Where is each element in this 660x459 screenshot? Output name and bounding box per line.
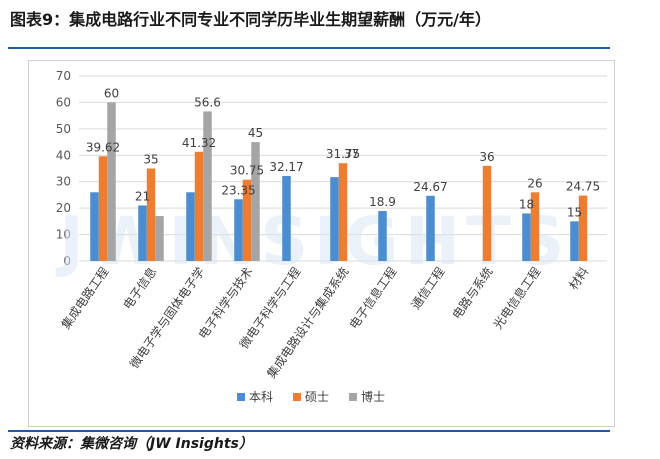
bar [138,205,147,261]
legend-swatch [293,393,301,401]
data-label: 39.62 [86,140,120,154]
data-label: 26 [527,176,542,190]
data-label: 32.17 [269,160,303,174]
bar [90,192,99,261]
bar [578,195,588,261]
data-label: 23.35 [221,183,255,197]
data-label: 31.75 [326,147,360,161]
data-label: 35 [143,153,158,167]
y-tick-label: 40 [56,148,71,162]
bar [522,213,531,261]
y-axis-ticks: 0 10 20 30 40 50 60 70 [56,69,71,268]
legend-label: 博士 [361,389,385,404]
x-axis-labels: 集成电路工程 电子信息微电子学与固体电子学电子科学与技术微电子科学与工程集成电路设… [58,264,592,381]
figure-title: 图表9：集成电路行业不同专业不同学历毕业生期望薪酬（万元/年） [10,10,491,29]
data-label: 56.6 [194,95,221,109]
data-labels: 21 23.35 32.17 18.9 24.67 18 15 39.62 35 41.32 30.… [86,86,600,219]
bar [530,192,540,261]
y-tick-label: 60 [56,95,71,109]
bar [186,192,195,261]
data-label: 37 [344,147,359,161]
data-label: 18 [519,197,534,211]
source-rule [8,430,610,432]
bar [242,179,252,261]
legend-swatch [349,393,357,401]
y-tick-label: 0 [63,254,71,268]
x-tick-label: 集成电路设计与集成系统 [263,264,351,381]
bar [338,163,348,261]
legend-swatch [237,393,245,401]
watermark: JWINSIGHTS [55,203,570,280]
data-label: 21 [135,190,150,204]
y-tick-label: 50 [56,122,71,136]
legend: 本科 硕士 博士 [237,389,385,404]
bars [90,102,588,261]
bar [155,216,164,261]
y-tick-label: 70 [56,69,71,83]
data-label: 30.75 [230,164,264,178]
bar [234,199,243,261]
y-tick-label: 10 [56,228,71,242]
bar [251,142,260,261]
legend-label: 硕士 [305,390,329,404]
data-label: 15 [567,205,582,219]
bar [282,175,291,261]
data-label: 36 [479,150,494,164]
data-label: 24.67 [413,180,447,194]
bar [98,156,108,261]
bar [426,195,435,261]
data-label: 60 [104,86,119,100]
y-tick-label: 30 [56,175,71,189]
bar-chart: 0 10 20 30 40 50 60 70 JWINSIGHTS 21 23.35 32.17 1… [55,69,607,404]
source-note: 资料来源：集微咨询（JW Insights） [10,436,253,452]
bar [194,151,204,261]
bar [330,177,339,261]
bar [482,165,492,261]
bar [570,221,579,261]
data-label: 24.75 [566,180,600,194]
data-label: 41.32 [182,136,216,150]
title-rule [8,47,610,49]
bar [203,111,212,261]
y-tick-label: 20 [56,201,71,215]
data-label: 18.9 [369,195,396,209]
bar [146,168,156,261]
bar [378,211,387,261]
data-label: 45 [248,126,263,140]
bar [107,102,116,261]
legend-label: 本科 [249,390,273,404]
chart-frame: 0 10 20 30 40 50 60 70 JWINSIGHTS 21 23.35 32.17 1… [28,60,615,427]
